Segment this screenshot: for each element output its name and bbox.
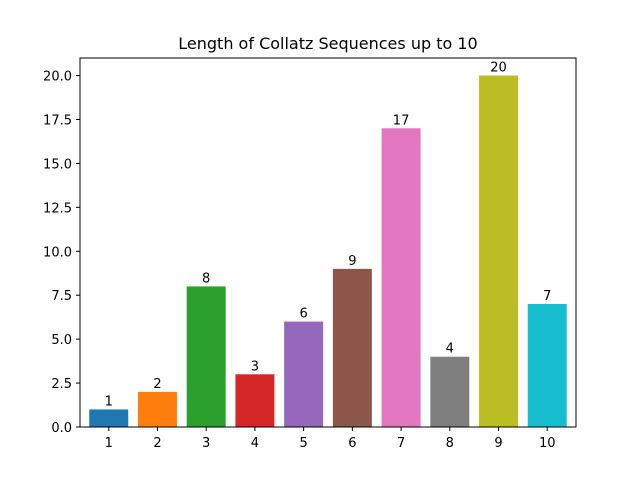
data-label-8: 4	[446, 342, 454, 357]
y-tick-label: 17.5	[43, 114, 72, 129]
bar-7	[381, 128, 421, 428]
x-tick-label: 6	[348, 436, 356, 451]
bar-3	[186, 286, 226, 427]
x-tick-label: 8	[446, 436, 454, 451]
data-label-6: 9	[348, 254, 356, 269]
x-tick-label: 1	[105, 436, 113, 451]
x-tick-label: 9	[494, 436, 502, 451]
bars-group	[89, 75, 567, 428]
data-label-3: 8	[202, 271, 210, 286]
y-tick-label: 15.0	[43, 157, 72, 172]
y-tick-label: 0.0	[51, 421, 72, 436]
data-label-4: 3	[251, 359, 259, 374]
data-label-5: 6	[299, 307, 307, 322]
data-label-2: 2	[153, 377, 161, 392]
data-label-1: 1	[105, 394, 113, 409]
bar-10	[527, 304, 567, 427]
x-axis: 1 2 3 4 5 6 7 8 9 10	[105, 427, 556, 451]
y-axis: 0.0 2.5 5.0 7.5 10.0 12.5 15.0 17.5 20.0	[43, 70, 80, 436]
y-tick-label: 20.0	[43, 70, 72, 85]
x-tick-label: 4	[251, 436, 259, 451]
y-tick-label: 5.0	[51, 333, 72, 348]
bar-9	[479, 75, 519, 428]
data-label-9: 20	[490, 61, 507, 76]
bar-1	[89, 409, 129, 427]
data-labels-group: 1 2 8 3 6 9 17 4 20 7	[105, 61, 552, 410]
x-tick-label: 3	[202, 436, 210, 451]
y-tick-label: 12.5	[43, 201, 72, 216]
chart-title: Length of Collatz Sequences up to 10	[178, 34, 477, 53]
plot-area-frame	[79, 57, 577, 428]
y-tick-label: 10.0	[43, 245, 72, 260]
x-tick-label: 5	[299, 436, 307, 451]
x-tick-label: 7	[397, 436, 405, 451]
y-tick-label: 7.5	[51, 289, 72, 304]
x-tick-label: 2	[153, 436, 161, 451]
x-tick-label: 10	[539, 436, 556, 451]
data-label-7: 17	[393, 113, 410, 128]
data-label-10: 7	[543, 289, 551, 304]
y-tick-label: 2.5	[51, 377, 72, 392]
bar-5	[284, 321, 324, 427]
bar-6	[332, 268, 372, 427]
bar-2	[137, 391, 177, 427]
bar-8	[430, 356, 470, 427]
bar-4	[235, 374, 275, 427]
